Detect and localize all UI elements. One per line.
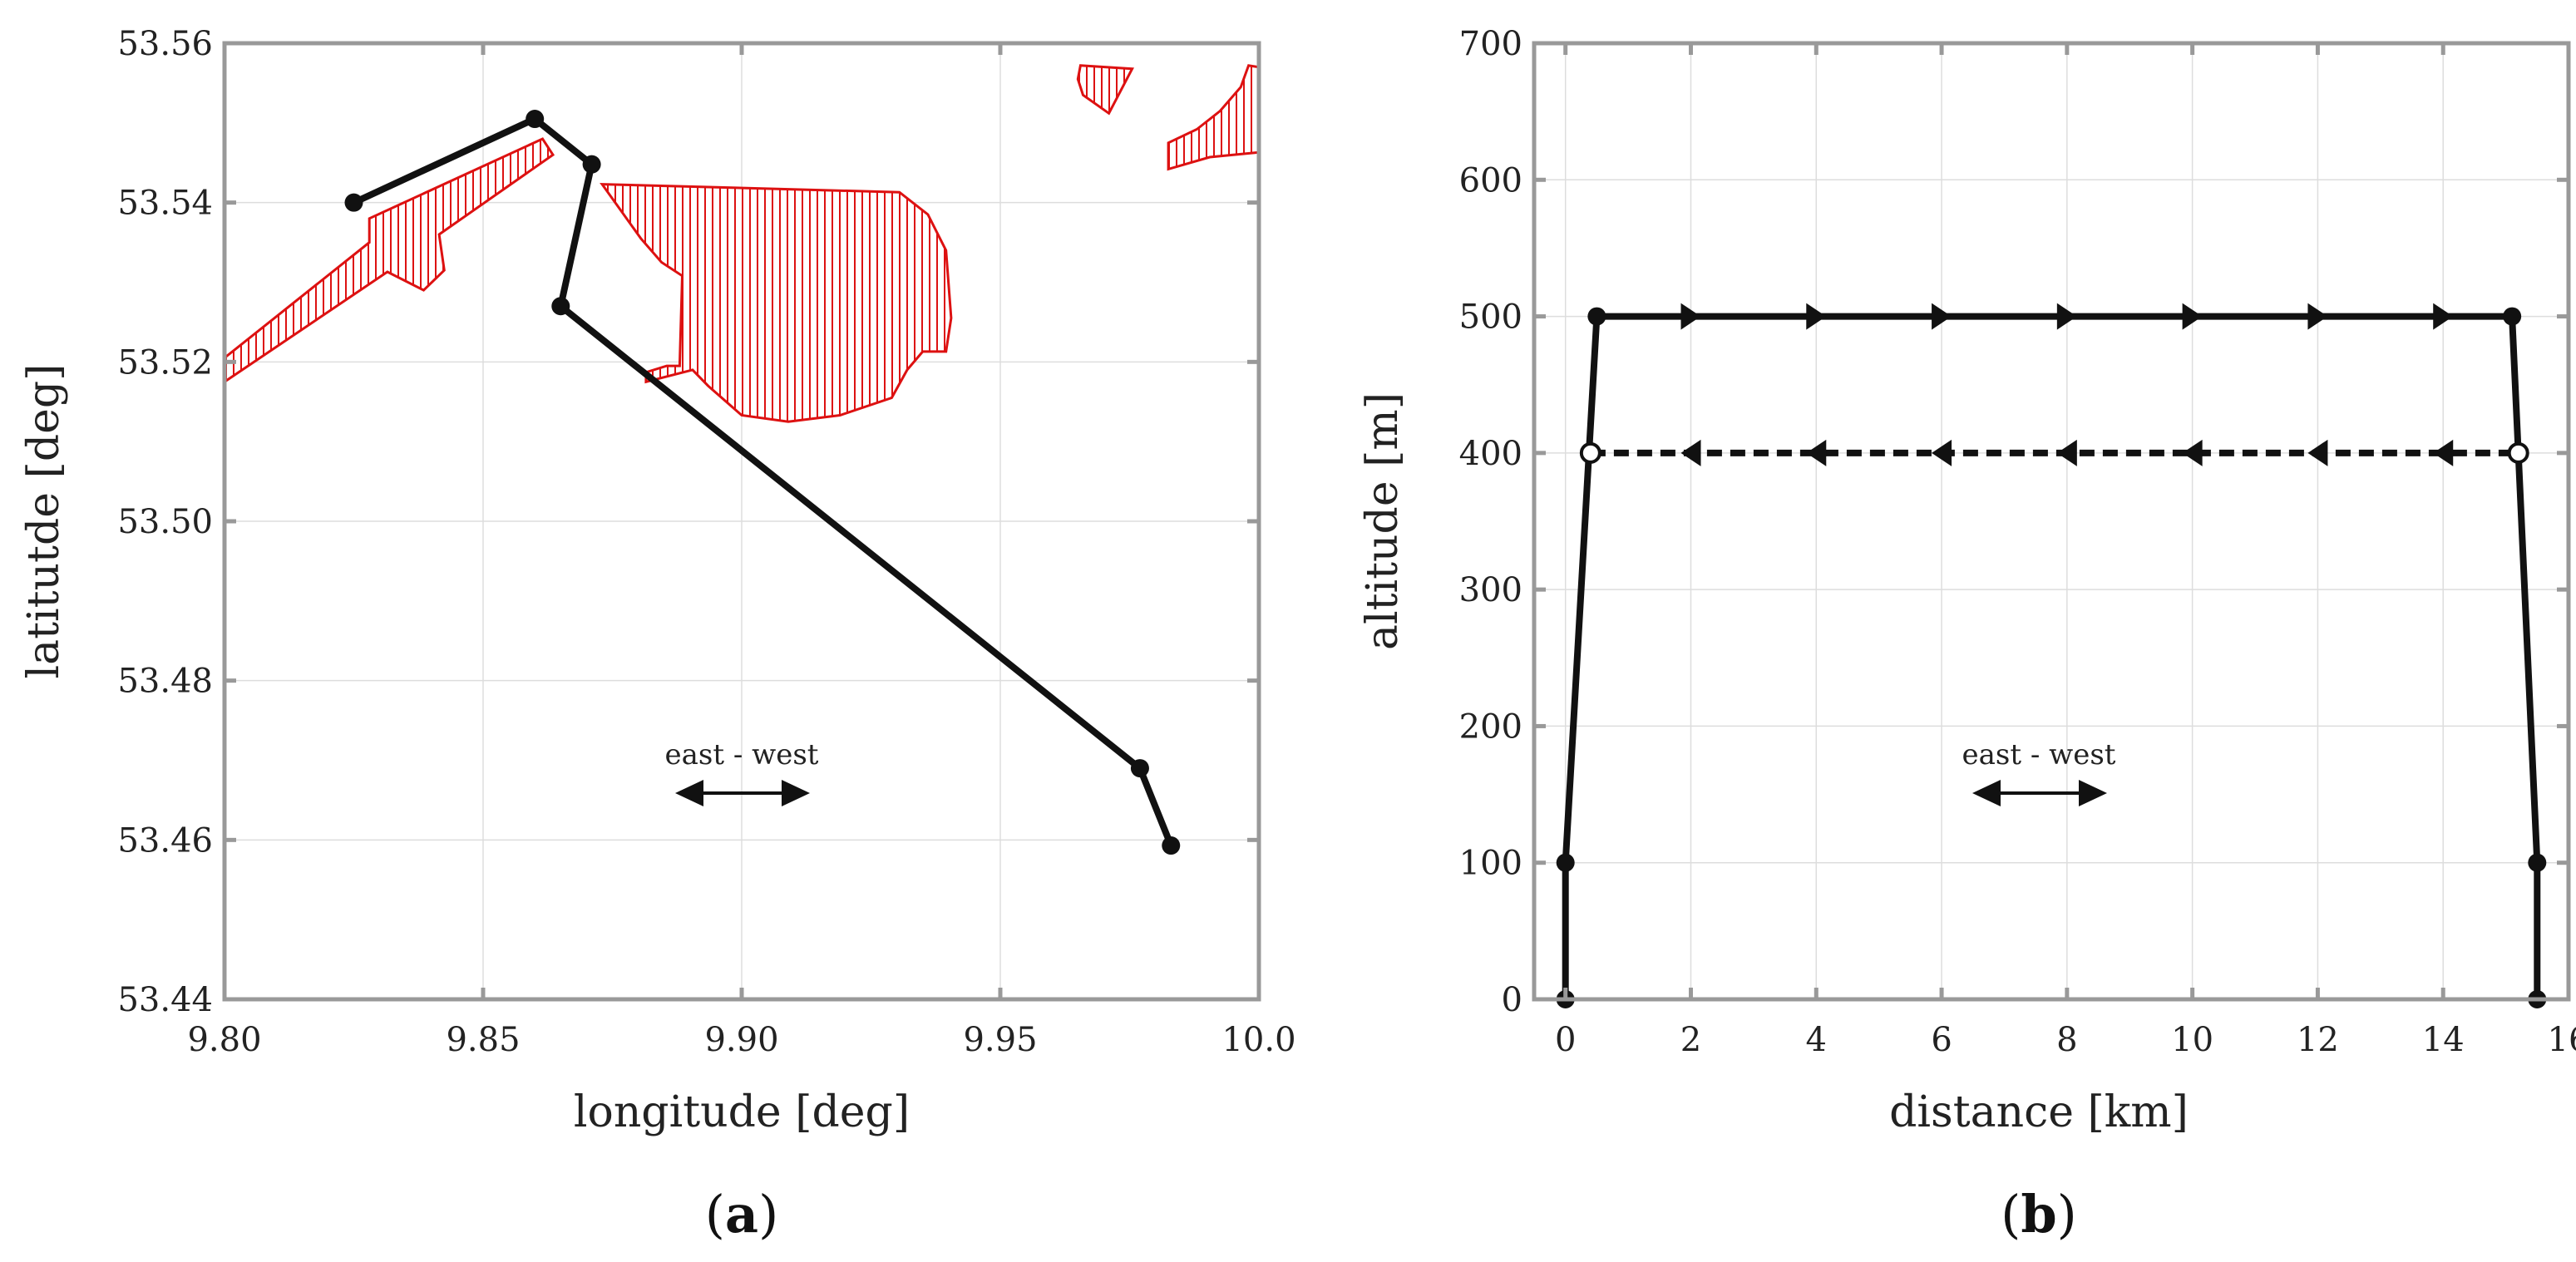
outbound-waypoint-marker: [1556, 853, 1575, 872]
waypoint-marker: [526, 110, 545, 129]
panel-a-xtick-label: 9.80: [187, 1021, 261, 1059]
waypoint-marker: [582, 155, 601, 174]
panel-b-xtick-label: 14: [2422, 1021, 2465, 1059]
panel-a-xtick-label: 9.95: [963, 1021, 1037, 1059]
arrow-right-icon: [2079, 780, 2107, 806]
outbound-direction-arrow-icon: [2433, 303, 2454, 330]
return-direction-arrow-icon: [2056, 439, 2077, 466]
panel-b-direction-arrow: east - west: [1962, 738, 2116, 806]
waypoint-marker: [551, 297, 570, 316]
outbound-waypoint-marker: [2528, 853, 2547, 872]
return-direction-arrow-icon: [2307, 439, 2328, 466]
outbound-profile-line: [1562, 313, 2541, 999]
panel-a-xtick-label: 10.0: [1221, 1021, 1295, 1059]
arrow-left-icon: [1972, 780, 2001, 806]
panel-b-altitude-profile: 0 2 4 6 8 10 12 14 16 0 100 200 300 400 500 600 700 east…: [1358, 25, 2576, 1245]
panel-a-ytick-label: 53.46: [117, 821, 213, 860]
panel-a-ytick-label: 53.54: [117, 185, 213, 223]
panel-b-grid: [1534, 42, 2569, 1000]
panel-b-ytick-label: 500: [1459, 298, 1522, 337]
return-direction-arrow-icon: [2182, 439, 2203, 466]
panel-a-restricted-areas: [223, 64, 1261, 423]
restricted-area-3: [1076, 64, 1134, 116]
panel-b-label: (b): [2001, 1184, 2077, 1245]
panel-b-ytick-label: 600: [1459, 161, 1522, 200]
panel-a-ytick-label: 53.50: [117, 503, 213, 541]
panel-b-xtick-label: 4: [1806, 1021, 1827, 1059]
panel-b-letter: b: [2021, 1184, 2056, 1245]
restricted-area-1: [223, 137, 555, 385]
panel-a-direction-arrow: east - west: [665, 738, 819, 806]
panel-b-ytick-label: 700: [1459, 25, 1522, 63]
panel-a-grid: [224, 42, 1260, 1000]
panel-a-xtick-label: 9.85: [446, 1021, 520, 1059]
outbound-waypoint-marker: [1587, 307, 1606, 326]
outbound-waypoint-marker: [2503, 307, 2522, 326]
outbound-direction-arrow-icon: [2307, 303, 2328, 330]
outbound-direction-arrow-icon: [1932, 303, 1952, 330]
return-direction-arrow-icon: [2433, 439, 2454, 466]
panel-a-label: (a): [705, 1184, 779, 1245]
panel-b-xtick-label: 12: [2297, 1021, 2339, 1059]
restricted-area-2: [600, 183, 953, 423]
panel-b-xtick-label: 6: [1931, 1021, 1952, 1059]
outbound-direction-arrow-icon: [2182, 303, 2203, 330]
panel-a-ytick-label: 53.44: [117, 981, 213, 1019]
outbound-direction-arrow-icon: [2056, 303, 2077, 330]
panel-b-xtick-label: 16: [2548, 1021, 2576, 1059]
panel-b-ytick-label: 100: [1459, 845, 1522, 883]
outbound-direction-arrow-icon: [1680, 303, 1701, 330]
panel-b-profiles: [1556, 303, 2547, 1008]
waypoint-marker: [1130, 759, 1149, 778]
panel-a-ytick-label: 53.52: [117, 343, 213, 382]
panel-b-ticks: 0 2 4 6 8 10 12 14 16 0 100 200 300 400 500 600 700: [1459, 25, 2576, 1059]
panel-b-ytick-label: 400: [1459, 435, 1522, 473]
waypoint-marker: [344, 193, 363, 212]
restricted-area-4: [1167, 64, 1261, 171]
panel-b-annotation: east - west: [1962, 738, 2116, 771]
panel-b-ytick-label: 0: [1502, 981, 1522, 1019]
waypoint-marker: [1162, 836, 1181, 855]
return-direction-arrow-icon: [1680, 439, 1701, 466]
panel-a-ytick-label: 53.56: [117, 25, 213, 63]
panel-a-map: 9.80 9.85 9.90 9.95 10.0 53.44 53.46 53.48 53.50…: [19, 25, 1296, 1245]
panel-b-ylabel: altitude [m]: [1358, 392, 1408, 650]
return-waypoint-marker: [2507, 441, 2529, 464]
panel-b-xtick-label: 0: [1555, 1021, 1576, 1059]
panel-b-ytick-label: 300: [1459, 571, 1522, 609]
panel-a-ylabel: latitutde [deg]: [19, 364, 69, 679]
panel-b-xtick-label: 10: [2171, 1021, 2213, 1059]
panel-b-xtick-label: 2: [1680, 1021, 1701, 1059]
panel-a-xlabel: longitude [deg]: [574, 1087, 910, 1137]
flight-path-line: [352, 116, 1175, 847]
panel-a-ticks: 9.80 9.85 9.90 9.95 10.0 53.44 53.46 53.48 53.50…: [117, 25, 1295, 1059]
panel-b-xtick-label: 8: [2056, 1021, 2077, 1059]
return-direction-arrow-icon: [1806, 439, 1827, 466]
panel-a-annotation: east - west: [665, 738, 819, 771]
arrow-left-icon: [675, 780, 703, 806]
panel-a-xtick-label: 9.90: [704, 1021, 778, 1059]
panel-a-letter: a: [725, 1184, 758, 1245]
return-direction-arrow-icon: [1932, 439, 1952, 466]
outbound-direction-arrow-icon: [1806, 303, 1827, 330]
return-waypoint-marker: [1579, 441, 1601, 464]
arrow-right-icon: [782, 780, 810, 806]
panel-a-flight-path: [344, 110, 1181, 855]
panel-b-xlabel: distance [km]: [1889, 1087, 2189, 1137]
panel-a-ytick-label: 53.48: [117, 663, 213, 701]
panel-b-frame: [1532, 41, 2571, 1002]
panel-b-ytick-label: 200: [1459, 707, 1522, 746]
